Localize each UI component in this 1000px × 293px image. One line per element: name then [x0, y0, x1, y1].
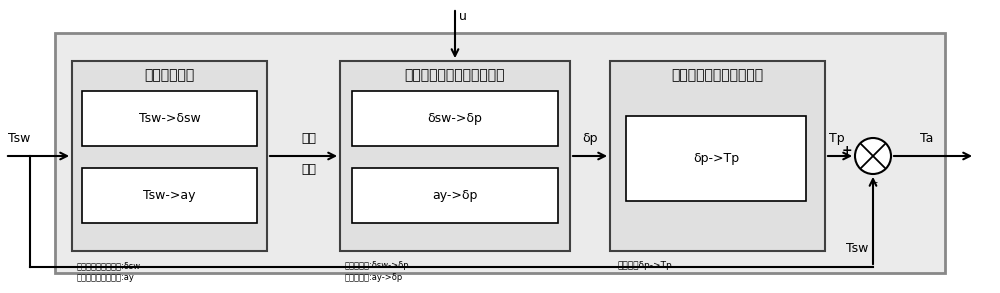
Text: 意图: 意图	[301, 163, 316, 176]
Text: 车辆底盘动力学逆特性模块: 车辆底盘动力学逆特性模块	[405, 68, 505, 82]
Text: 车速较高时驾驶意图:ay: 车速较高时驾驶意图:ay	[77, 273, 135, 282]
Bar	[82, 91, 257, 146]
Text: Tsw->ay: Tsw->ay	[143, 189, 196, 202]
Text: -: -	[873, 177, 877, 187]
Text: 车速较高时:ay->δp: 车速较高时:ay->δp	[345, 273, 403, 282]
Bar	[72, 61, 267, 251]
Bar	[55, 33, 945, 273]
Bar	[626, 116, 806, 201]
Text: 全车速：δp->Tp: 全车速：δp->Tp	[618, 261, 673, 270]
Text: 驾驶风格模块: 驾驶风格模块	[144, 68, 195, 82]
Text: δp: δp	[582, 132, 598, 145]
Text: ay->δp: ay->δp	[432, 189, 478, 202]
Text: +: +	[841, 144, 852, 156]
Bar	[352, 91, 558, 146]
Text: 原地及低速驾驶意图:δsw: 原地及低速驾驶意图:δsw	[77, 261, 141, 270]
Text: Tsw->δsw: Tsw->δsw	[139, 112, 200, 125]
Circle shape	[855, 138, 891, 174]
Text: u: u	[459, 10, 467, 23]
Bar	[352, 168, 558, 223]
Text: 转向系统稳态逆特性模块: 转向系统稳态逆特性模块	[671, 68, 764, 82]
Text: 驾驶: 驾驶	[301, 132, 316, 145]
Text: δsw->δp: δsw->δp	[428, 112, 482, 125]
Text: Ta: Ta	[920, 132, 933, 145]
Text: δp->Tp: δp->Tp	[693, 152, 739, 165]
Text: Tp: Tp	[829, 132, 845, 145]
Bar	[340, 61, 570, 251]
Text: Tsw: Tsw	[846, 242, 868, 255]
Text: Tsw: Tsw	[8, 132, 30, 145]
Bar	[82, 168, 257, 223]
Text: 原地及低速:δsw->δp: 原地及低速:δsw->δp	[345, 261, 410, 270]
Bar	[610, 61, 825, 251]
